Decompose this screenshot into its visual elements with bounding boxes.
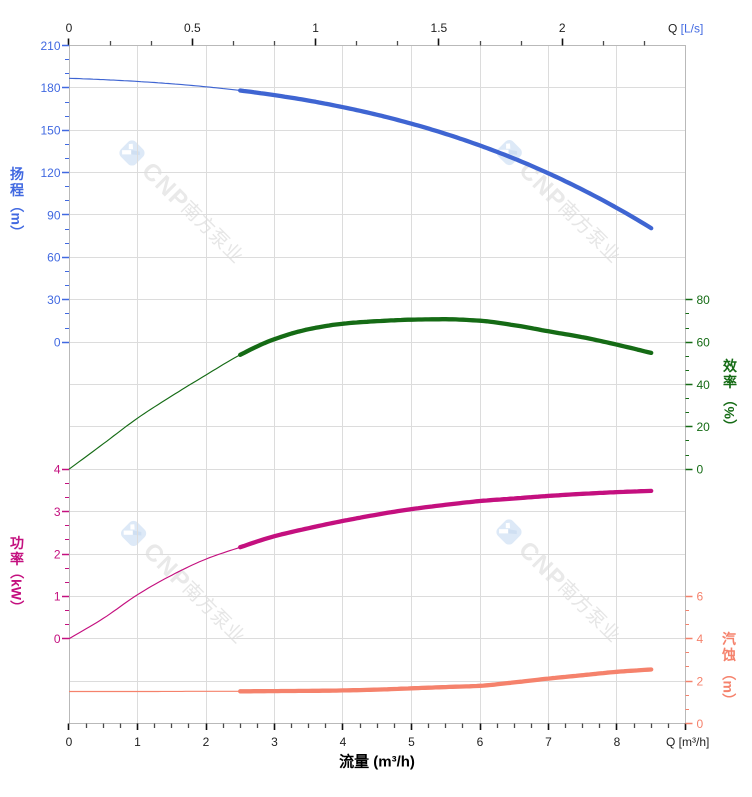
svg-text:1: 1 bbox=[134, 735, 141, 749]
svg-text:40: 40 bbox=[697, 378, 711, 392]
svg-text:6: 6 bbox=[697, 590, 704, 604]
svg-text:0.5: 0.5 bbox=[184, 21, 201, 35]
svg-text:8: 8 bbox=[614, 735, 621, 749]
svg-text:3: 3 bbox=[54, 505, 61, 519]
svg-text:1: 1 bbox=[54, 590, 61, 604]
svg-text:流量 (m³/h): 流量 (m³/h) bbox=[339, 753, 415, 771]
svg-text:60: 60 bbox=[697, 335, 711, 349]
svg-text:（m）: （m） bbox=[721, 667, 737, 707]
svg-text:6: 6 bbox=[477, 735, 484, 749]
svg-text:0: 0 bbox=[66, 735, 73, 749]
svg-text:3: 3 bbox=[271, 735, 278, 749]
svg-text:程: 程 bbox=[10, 182, 24, 198]
svg-text:蚀: 蚀 bbox=[721, 647, 736, 663]
svg-text:（kW）: （kW） bbox=[9, 565, 25, 614]
svg-text:80: 80 bbox=[697, 293, 711, 307]
svg-text:90: 90 bbox=[47, 208, 61, 222]
svg-text:功: 功 bbox=[10, 535, 24, 551]
svg-text:180: 180 bbox=[40, 81, 60, 95]
svg-text:0: 0 bbox=[54, 632, 61, 646]
svg-text:2: 2 bbox=[559, 21, 566, 35]
svg-text:0: 0 bbox=[54, 335, 61, 349]
svg-text:2: 2 bbox=[697, 674, 704, 688]
svg-text:120: 120 bbox=[40, 166, 60, 180]
svg-text:2: 2 bbox=[203, 735, 210, 749]
svg-text:1.5: 1.5 bbox=[431, 21, 448, 35]
svg-text:（%）: （%） bbox=[722, 393, 738, 433]
svg-text:率: 率 bbox=[10, 551, 24, 567]
svg-text:5: 5 bbox=[408, 735, 415, 749]
svg-text:扬: 扬 bbox=[10, 166, 24, 182]
svg-text:率: 率 bbox=[723, 374, 737, 390]
svg-text:0: 0 bbox=[66, 21, 73, 35]
svg-text:Q [m³/h]: Q [m³/h] bbox=[666, 735, 709, 749]
svg-text:30: 30 bbox=[47, 293, 61, 307]
svg-text:汽: 汽 bbox=[722, 631, 736, 647]
svg-text:2: 2 bbox=[54, 547, 61, 561]
svg-text:0: 0 bbox=[697, 717, 704, 731]
svg-text:Q [L/s]: Q [L/s] bbox=[668, 22, 703, 36]
svg-text:7: 7 bbox=[545, 735, 552, 749]
svg-text:1: 1 bbox=[312, 21, 319, 35]
svg-text:4: 4 bbox=[697, 632, 704, 646]
svg-text:4: 4 bbox=[340, 735, 347, 749]
svg-text:（m）: （m） bbox=[9, 199, 25, 239]
svg-text:60: 60 bbox=[47, 251, 61, 265]
svg-text:4: 4 bbox=[54, 463, 61, 477]
svg-text:效: 效 bbox=[723, 358, 738, 374]
svg-text:0: 0 bbox=[697, 463, 704, 477]
svg-text:150: 150 bbox=[40, 124, 60, 138]
svg-text:20: 20 bbox=[697, 420, 711, 434]
svg-text:210: 210 bbox=[40, 39, 60, 53]
